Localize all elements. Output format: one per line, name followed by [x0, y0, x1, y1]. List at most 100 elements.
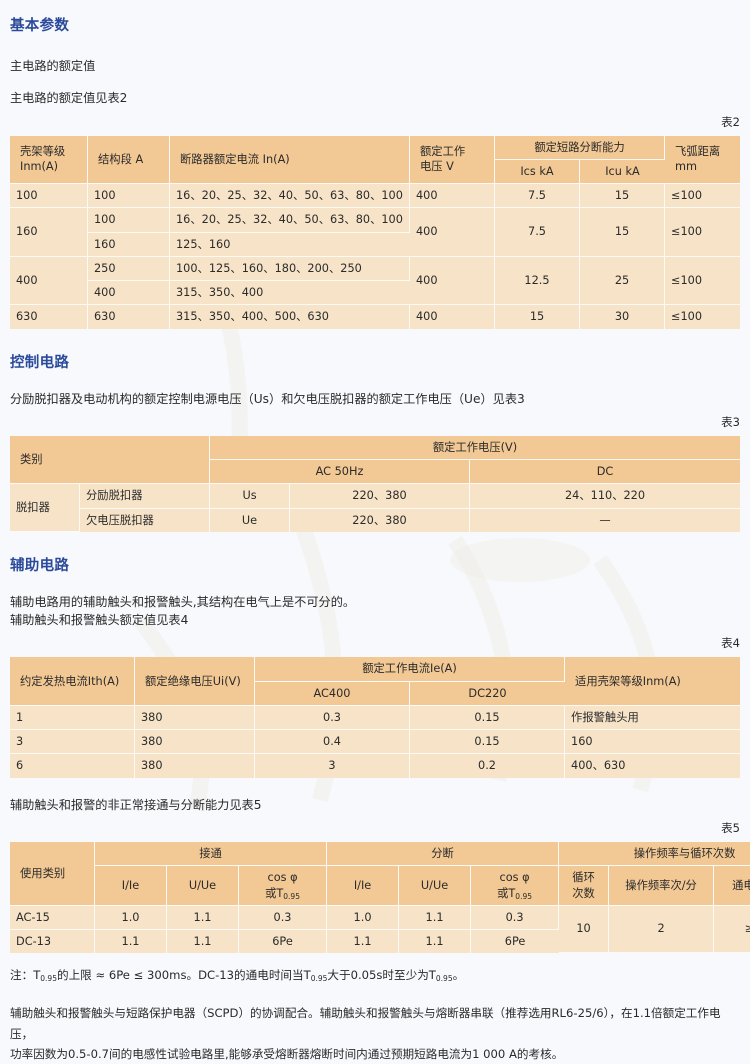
- cell-break-i: 1.0: [327, 905, 400, 931]
- th-ac: AC 50Hz: [210, 460, 471, 485]
- basic-line-2: 主电路的额定值见表2: [10, 91, 128, 106]
- table-main-circuit-ratings: 壳架等级 Inm(A) 结构段 A 断路器额定电流 In(A) 额定工作 电压 …: [10, 135, 741, 329]
- cell-segment: 250: [88, 256, 170, 282]
- table-row: 630 630 315、350、400、500、630 400 15 30 ≤1…: [10, 305, 741, 329]
- cell-ics: 12.5: [495, 256, 580, 306]
- th-make: 接通: [95, 842, 328, 867]
- cell-frame: 400、630: [565, 754, 741, 778]
- cell-frame: 100: [10, 184, 88, 209]
- table3-header-row-2: AC 50Hz DC: [10, 460, 741, 485]
- cell-ac: 220、380: [290, 484, 471, 509]
- th-usage-category: 使用类别: [10, 842, 95, 906]
- cell-cycles: 10: [559, 905, 610, 954]
- th-applicable-frame: 适用壳架等级Inm(A): [565, 657, 741, 706]
- cell-ics: 7.5: [495, 208, 580, 257]
- cell-dc: 24、110、220: [470, 484, 741, 509]
- cell-make-i: 1.1: [95, 930, 167, 954]
- cell-ops: 2: [609, 905, 715, 954]
- cell-symbol: Ue: [210, 508, 291, 532]
- th-break-i-ie: I/Ie: [327, 866, 400, 906]
- th-make-cos-phi: cos φ 或T0.95: [239, 866, 328, 906]
- table5-note: 注：T0.95的上限 ≈ 6Pe ≤ 300ms。DC-13的通电时间当T0.9…: [10, 968, 465, 984]
- th-rated-current: 断路器额定电流 In(A): [170, 135, 410, 185]
- th-break-cos-phi: cos φ 或T0.95: [471, 866, 560, 906]
- cell-usage: AC-15: [10, 905, 95, 931]
- cell-ics: 15: [495, 305, 580, 329]
- cell-icu: 15: [580, 208, 666, 257]
- cell-ac400: 0.3: [255, 705, 410, 731]
- cell-ith: 6: [10, 754, 135, 778]
- table-row: 6 380 3 0.2 400、630: [10, 754, 741, 778]
- cell-break-u: 1.1: [399, 905, 472, 931]
- table-row: 100 100 16、20、25、32、40、50、63、80、100 400 …: [10, 184, 741, 209]
- cell-ontime: ≥0.05: [714, 905, 750, 954]
- table3-header-row-1: 类别 额定工作电压(V): [10, 435, 741, 485]
- table-row: 160 100 16、20、25、32、40、50、63、80、100 400 …: [10, 208, 741, 257]
- cell-dc220: 0.15: [410, 730, 566, 755]
- th-ac400: AC400: [255, 681, 410, 706]
- th-cycle-count: 循环 次数: [559, 866, 610, 906]
- th-break-u-ue: U/Ue: [399, 866, 472, 906]
- section-title-control: 控制电路: [10, 354, 70, 371]
- table-aux-contact-ratings: 约定发热电流Ith(A) 额定绝缘电压Ui(V) 额定工作电流Ie(A) 适用壳…: [10, 657, 741, 778]
- table4-header-row-1: 约定发热电流Ith(A) 额定绝缘电压Ui(V) 额定工作电流Ie(A) 适用壳…: [10, 657, 741, 706]
- cell-ui: 380: [135, 705, 255, 731]
- cell-frame: 400: [10, 256, 88, 306]
- cell-ith: 1: [10, 705, 135, 731]
- table-row: 欠电压脱扣器 Ue 220、380 —: [10, 508, 741, 532]
- footer-paragraph-line-2: 功率因数为0.5-0.7间的电感性试验电路里,能够承受熔断器熔断时间内通过预期短…: [10, 1046, 564, 1061]
- cell-segment: 100: [88, 184, 170, 209]
- cell-break-cos: 0.3: [471, 905, 560, 931]
- cell-frame: 160: [565, 730, 741, 755]
- th-ui: 额定绝缘电压Ui(V): [135, 657, 255, 706]
- table2-label: 表2: [721, 114, 740, 129]
- cell-arc: ≤100: [665, 305, 741, 329]
- cell-make-u: 1.1: [167, 905, 239, 931]
- cell-segment: 630: [88, 305, 170, 329]
- cell-currents: 100、125、160、180、200、250: [170, 256, 410, 282]
- table2-header-row-1: 壳架等级 Inm(A) 结构段 A 断路器额定电流 In(A) 额定工作 电压 …: [10, 135, 741, 185]
- aux-line-3: 辅助触头和报警的非正常接通与分断能力见表5: [10, 797, 262, 812]
- table-row: 脱扣器 分励脱扣器 Us 220、380 24、110、220: [10, 484, 741, 532]
- th-frame-level: 壳架等级 Inm(A): [10, 135, 88, 185]
- th-icu: Icu kA: [580, 159, 666, 185]
- table-control-circuit: 类别 额定工作电压(V) AC 50Hz DC 脱扣器 分励脱扣器 Us 220…: [10, 435, 741, 532]
- cell-make-cos: 6Pe: [239, 930, 328, 954]
- table-row: 400 250 100、125、160、180、200、250 400 12.5…: [10, 256, 741, 306]
- control-line-1: 分励脱扣器及电动机构的额定控制电源电压（Us）和欠电压脱扣器的额定工作电压（Ue…: [10, 391, 525, 406]
- th-frequency-cycles: 操作频率与循环次数: [559, 842, 750, 867]
- footer-paragraph-line-1: 辅助触头和报警触头与短路保护电器（SCPD）的协调配合。辅助触头和报警触头与熔断…: [10, 1006, 721, 1041]
- table5-label: 表5: [721, 821, 740, 836]
- section-title-basic: 基本参数: [10, 18, 70, 34]
- th-ics: Ics kA: [495, 159, 580, 185]
- cell-currents: 16、20、25、32、40、50、63、80、100: [170, 208, 410, 233]
- table-row: AC-15 1.0 1.1 0.3 1.0 1.1 0.3 10 2 ≥0.05: [10, 905, 750, 954]
- table-row: 3 380 0.4 0.15 160: [10, 730, 741, 755]
- cell-ac: 220、380: [290, 508, 471, 532]
- cell-dc220: 0.2: [410, 754, 566, 778]
- cell-dc220: 0.15: [410, 705, 566, 731]
- cell-symbol: Us: [210, 484, 291, 509]
- table-row: 1 380 0.3 0.15 作报警触头用: [10, 705, 741, 731]
- table5-header-row-1: 使用类别 接通 分断 操作频率与循环次数: [10, 842, 750, 906]
- cell-break-u: 1.1: [399, 930, 472, 954]
- cell-ith: 3: [10, 730, 135, 755]
- cell-group-label: 脱扣器: [10, 484, 80, 532]
- cell-voltage: 400: [410, 256, 495, 306]
- th-make-u-ue: U/Ue: [167, 866, 239, 906]
- th-make-i-ie: I/Ie: [95, 866, 167, 906]
- cell-break-i: 1.1: [327, 930, 400, 954]
- cell-release-name: 分励脱扣器: [80, 484, 211, 509]
- th-break: 分断: [327, 842, 560, 867]
- cell-voltage: 400: [410, 305, 495, 329]
- th-breaking-capacity: 额定短路分断能力: [495, 135, 666, 160]
- cell-make-cos: 0.3: [239, 905, 328, 931]
- cell-dc: —: [470, 508, 741, 532]
- cell-ui: 380: [135, 754, 255, 778]
- table5-header-row-2: I/Ie U/Ue cos φ 或T0.95 I/Ie U/Ue cos φ 或…: [10, 866, 750, 906]
- cell-currents: 315、350、400、500、630: [170, 305, 410, 329]
- cell-make-u: 1.1: [167, 930, 239, 954]
- cell-frame: 160: [10, 208, 88, 257]
- cell-arc: ≤100: [665, 184, 741, 209]
